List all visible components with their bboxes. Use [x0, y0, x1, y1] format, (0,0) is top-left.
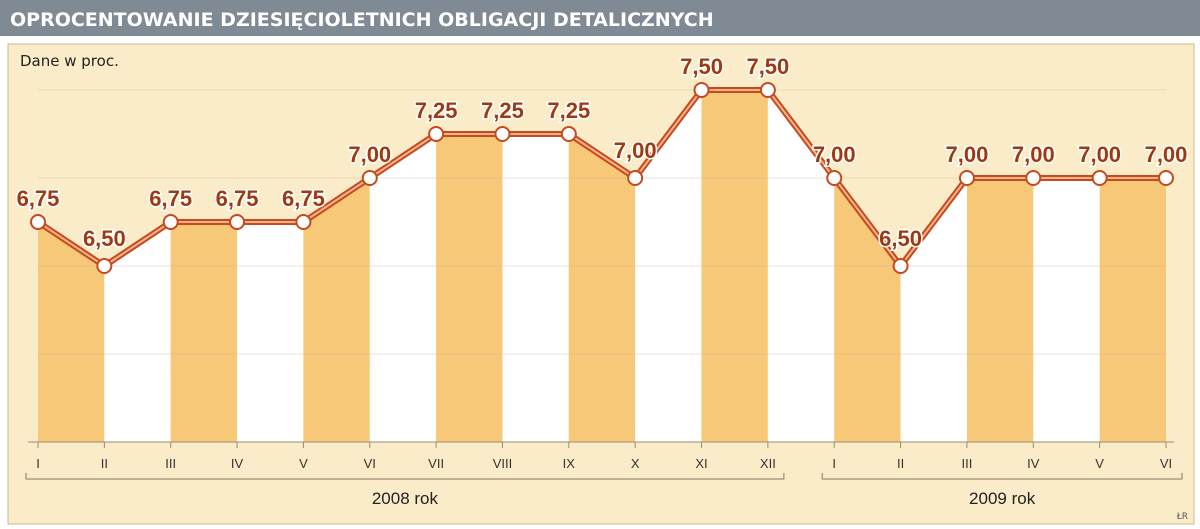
area-band-1	[38, 222, 105, 442]
chart-subtitle: Dane w proc.	[20, 52, 119, 70]
x-tick-label: XI	[695, 456, 707, 471]
data-label: 6,75	[17, 186, 60, 211]
data-point	[693, 82, 710, 98]
area-band-15	[966, 178, 1034, 442]
x-tick-label: I	[832, 456, 836, 471]
data-label: 6,50	[879, 226, 922, 251]
year-bracket	[25, 473, 785, 480]
data-point	[892, 258, 909, 274]
area-band-5	[303, 178, 370, 442]
data-label: 7,00	[614, 138, 657, 163]
data-point	[162, 214, 179, 230]
data-point	[958, 170, 975, 186]
x-tick-label: II	[897, 456, 904, 471]
data-label: 7,25	[415, 98, 458, 123]
x-tick-label: IV	[1027, 456, 1040, 471]
x-tick-label: III	[962, 456, 973, 471]
data-label: 6,75	[282, 186, 325, 211]
x-axis: I II III IV V VI VII VIII IX X XI XII I II III IV V VI	[36, 442, 1172, 471]
data-label: 7,00	[1078, 142, 1121, 167]
area-band-4	[237, 222, 304, 442]
area-band-2	[104, 222, 171, 442]
data-point	[229, 214, 246, 230]
data-label: 7,00	[946, 142, 989, 167]
data-point	[30, 214, 46, 230]
data-point	[1025, 170, 1042, 186]
x-tick-label: X	[631, 456, 640, 471]
area-band-17	[1099, 178, 1166, 442]
chart-title: OPROCENTOWANIE DZIESIĘCIOLETNICH OBLIGAC…	[10, 9, 714, 31]
data-label: 6,75	[216, 186, 259, 211]
x-tick-label: V	[1095, 456, 1104, 471]
data-label: 7,00	[1145, 142, 1188, 167]
series-line-inner	[37, 89, 1166, 267]
data-label: 7,00	[348, 142, 391, 167]
data-point	[826, 170, 843, 186]
data-point	[560, 126, 577, 142]
x-tick-label: I	[36, 456, 40, 471]
data-point	[759, 82, 776, 98]
area-band-16	[1033, 178, 1100, 442]
x-tick-label: IX	[563, 456, 576, 471]
data-point	[1158, 170, 1174, 186]
data-label: 7,25	[481, 98, 524, 123]
points-layer	[30, 82, 1174, 274]
data-point	[96, 258, 113, 274]
grid-layer	[28, 89, 1174, 443]
area-band-6	[369, 134, 437, 442]
x-tick-label: II	[101, 456, 108, 471]
x-tick-label: IV	[231, 456, 244, 471]
x-tick-label: V	[299, 456, 308, 471]
data-label: 7,25	[547, 98, 590, 123]
data-label: 7,00	[813, 142, 856, 167]
credit-mark: ŁR	[1176, 512, 1188, 522]
year-label: 2008 rok	[372, 489, 439, 508]
data-label: 7,00	[1012, 142, 1055, 167]
year-label: 2009 rok	[969, 489, 1036, 508]
series-layer	[36, 87, 1166, 269]
x-tick-label: VI	[364, 456, 376, 471]
year-groups: 2008 rok 2009 rok	[25, 473, 1183, 508]
data-point	[361, 170, 378, 186]
area-band-3	[170, 222, 238, 442]
value-labels-layer: 6,75 6,50 6,75 6,75 6,75 7,00 7,25 7,25 7,25 7,00…	[15, 53, 1189, 253]
header-bar	[0, 0, 1200, 36]
area-band-8	[502, 134, 569, 442]
data-label: 6,50	[83, 226, 126, 251]
x-tick-label: VIII	[493, 456, 513, 471]
x-tick-label: III	[165, 456, 176, 471]
data-point	[295, 214, 312, 230]
area-band-7	[436, 134, 503, 442]
data-label: 7,50	[680, 54, 723, 79]
data-point	[494, 126, 511, 142]
x-tick-label: VI	[1160, 456, 1172, 471]
data-label: 7,50	[746, 54, 789, 79]
data-point	[627, 170, 644, 186]
area-band-9	[568, 134, 636, 442]
data-point	[428, 126, 445, 142]
x-tick-label: XII	[760, 456, 776, 471]
x-tick-label: VII	[428, 456, 444, 471]
data-point	[1091, 170, 1108, 186]
data-label: 6,75	[149, 186, 192, 211]
year-bracket	[821, 473, 1183, 480]
